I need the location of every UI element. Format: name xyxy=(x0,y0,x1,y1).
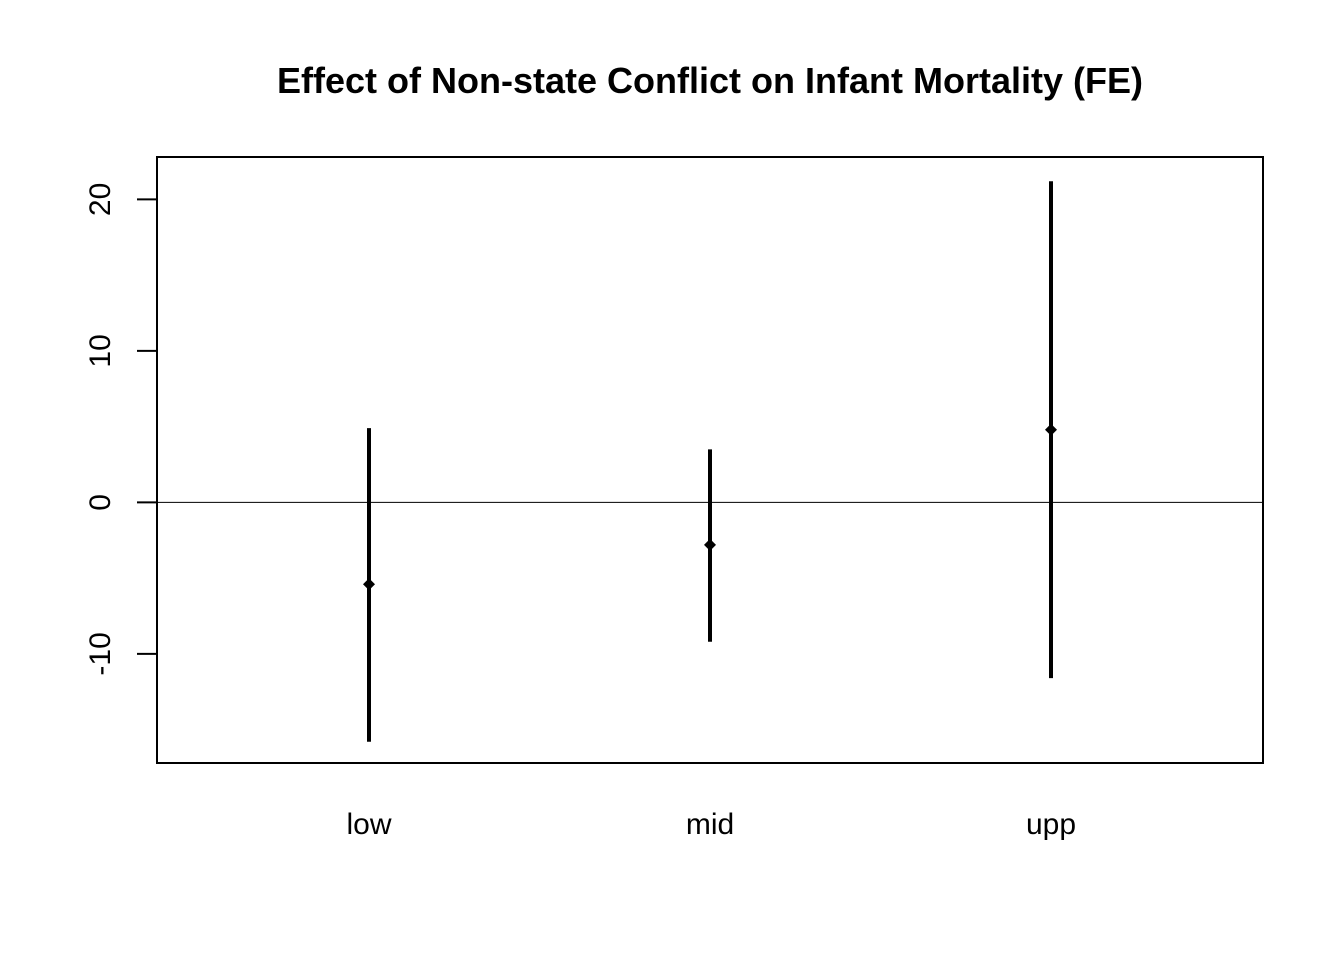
chart-title: Effect of Non-state Conflict on Infant M… xyxy=(277,60,1143,101)
point-estimate-mid xyxy=(704,538,716,551)
y-tick-label: -10 xyxy=(84,632,117,675)
x-tick-label-low: low xyxy=(346,808,391,841)
series-layer xyxy=(363,181,1057,742)
y-axis: -10 0 10 20 xyxy=(84,183,157,676)
y-tick-label: 20 xyxy=(84,183,117,216)
y-tick-label: 0 xyxy=(84,494,117,511)
plot-area xyxy=(156,156,1264,764)
x-axis: low mid upp xyxy=(346,808,1076,841)
point-estimate-low xyxy=(363,578,375,591)
y-tick-label: 10 xyxy=(84,334,117,367)
x-tick-label-upp: upp xyxy=(1026,808,1076,841)
x-tick-label-mid: mid xyxy=(686,808,734,841)
point-estimate-upp xyxy=(1045,423,1057,436)
